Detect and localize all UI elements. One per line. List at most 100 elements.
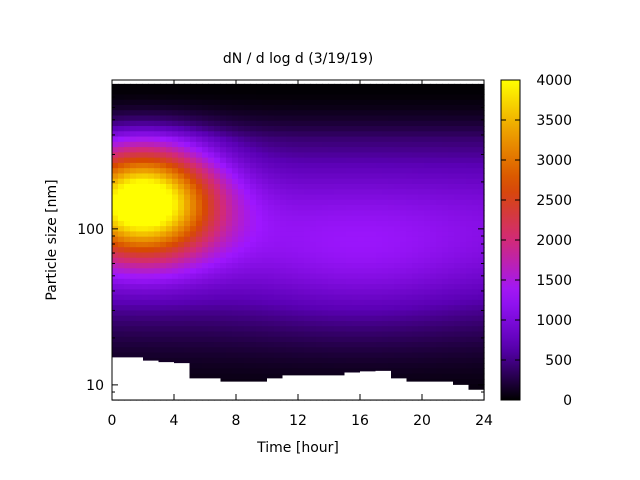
heatmap-cell (220, 94, 227, 101)
heatmap-cell (466, 347, 473, 354)
heatmap-cell (286, 347, 293, 354)
heatmap-cell (178, 310, 185, 317)
heatmap-cell (460, 252, 467, 259)
heatmap-cell (214, 284, 221, 290)
heatmap-cell (340, 257, 347, 264)
heatmap-cell (244, 210, 251, 217)
heatmap-cell (154, 342, 161, 348)
colorbar-tick-label: 1000 (536, 313, 572, 329)
heatmap-cell (280, 131, 287, 138)
heatmap-cell (298, 236, 305, 243)
heatmap-cell (406, 310, 413, 317)
heatmap-cell (346, 320, 353, 327)
heatmap-cell (220, 299, 227, 306)
heatmap-cell (460, 326, 467, 333)
heatmap-cell (148, 115, 155, 122)
heatmap-cell (190, 226, 197, 232)
heatmap-cell (424, 268, 431, 275)
heatmap-cell (358, 89, 365, 96)
heatmap-cell (202, 157, 209, 164)
heatmap-cell (304, 231, 311, 238)
heatmap-cell (148, 162, 155, 169)
heatmap-cell (310, 257, 317, 264)
heatmap-cell (256, 357, 263, 364)
heatmap-cell (220, 289, 227, 296)
heatmap-cell (178, 215, 185, 222)
heatmap-cell (178, 305, 185, 312)
heatmap-cell (400, 226, 407, 232)
heatmap-cell (358, 110, 365, 117)
heatmap-cell (142, 178, 149, 185)
heatmap-cell (280, 157, 287, 164)
heatmap-cell (298, 152, 305, 159)
heatmap-cell (304, 83, 311, 90)
heatmap-cell (418, 152, 425, 159)
heatmap-cell (460, 183, 467, 190)
heatmap-cell (454, 342, 461, 348)
heatmap-cell (130, 215, 137, 222)
heatmap-cell (316, 115, 323, 122)
heatmap-cell (142, 294, 149, 301)
heatmap-cell (460, 131, 467, 138)
heatmap-cell (322, 157, 329, 164)
heatmap-cell (178, 342, 185, 348)
heatmap-cell (256, 115, 263, 122)
heatmap-cell (154, 178, 161, 185)
heatmap-cell (328, 331, 335, 338)
heatmap-cell (430, 168, 437, 175)
heatmap-cell (310, 110, 317, 117)
heatmap-cell (406, 89, 413, 96)
heatmap-cell (412, 210, 419, 217)
heatmap-cell (160, 157, 167, 164)
heatmap-cell (130, 173, 137, 180)
heatmap-cell (142, 331, 149, 338)
heatmap-cell (286, 141, 293, 148)
heatmap-cell (166, 99, 173, 106)
heatmap-cell (136, 210, 143, 217)
heatmap-cell (472, 194, 479, 201)
heatmap-cell (256, 162, 263, 169)
heatmap-cell (202, 220, 209, 227)
heatmap-cell (298, 215, 305, 222)
heatmap-cell (298, 326, 305, 333)
heatmap-cell (226, 162, 233, 169)
heatmap-cell (208, 162, 215, 169)
heatmap-cell (262, 315, 269, 322)
heatmap-cell (466, 226, 473, 232)
heatmap-cell (376, 215, 383, 222)
heatmap-cell (184, 157, 191, 164)
heatmap-cell (376, 352, 383, 359)
heatmap-cell (376, 363, 383, 369)
heatmap-cell (412, 278, 419, 285)
heatmap-cell (220, 352, 227, 359)
heatmap-cell (352, 247, 359, 254)
heatmap-cell (256, 226, 263, 232)
heatmap-cell (304, 147, 311, 153)
heatmap-cell (148, 315, 155, 322)
heatmap-cell (340, 99, 347, 106)
heatmap-cell (142, 241, 149, 248)
heatmap-cell (328, 226, 335, 232)
heatmap-cell (166, 210, 173, 217)
heatmap-cell (286, 268, 293, 275)
heatmap-cell (418, 336, 425, 343)
heatmap-cell (460, 194, 467, 201)
heatmap-cell (154, 99, 161, 106)
heatmap-cell (472, 226, 479, 232)
heatmap-cell (388, 284, 395, 290)
heatmap-cell (412, 226, 419, 232)
heatmap-cell (208, 178, 215, 185)
heatmap-cell (280, 352, 287, 359)
heatmap-cell (430, 347, 437, 354)
heatmap-cell (454, 268, 461, 275)
heatmap-cell (238, 183, 245, 190)
heatmap-cell (256, 373, 263, 380)
heatmap-cell (322, 115, 329, 122)
heatmap-cell (118, 289, 125, 296)
heatmap-cell (178, 231, 185, 238)
heatmap-cell (364, 194, 371, 201)
heatmap-cell (190, 236, 197, 243)
heatmap-cell (454, 210, 461, 217)
heatmap-cell (364, 147, 371, 153)
heatmap-cell (238, 199, 245, 206)
